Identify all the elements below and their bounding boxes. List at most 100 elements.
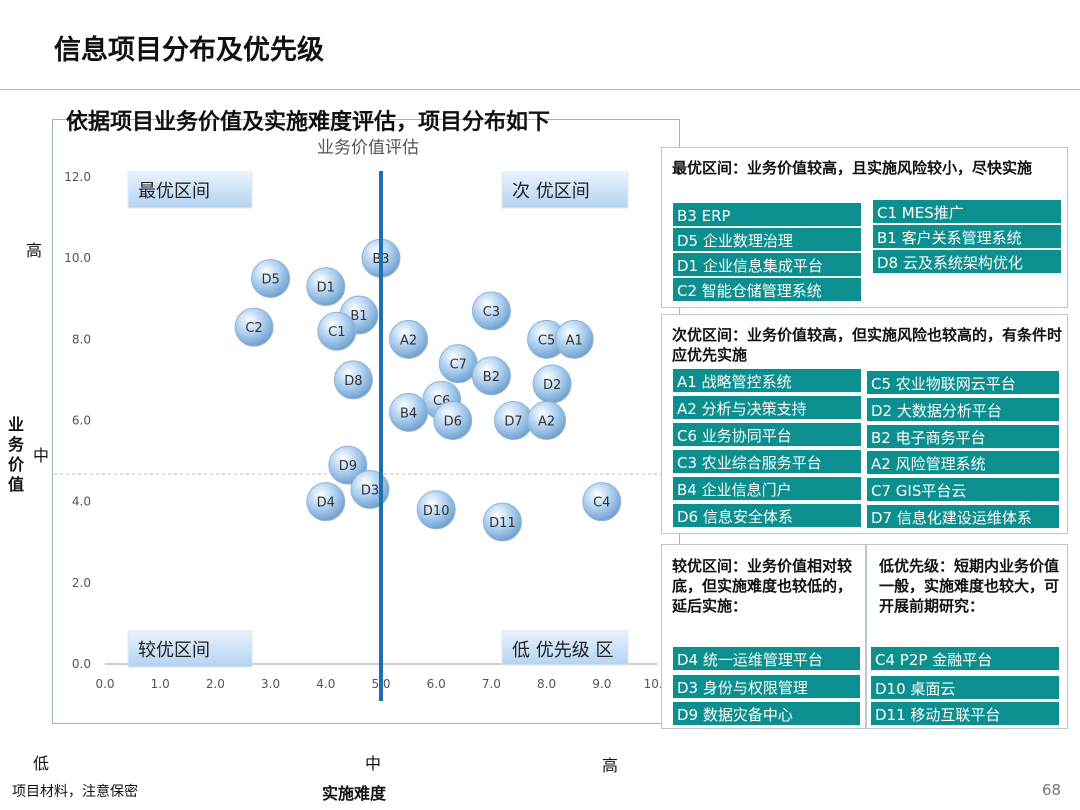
data-point: [482, 502, 522, 542]
y-tick-label: 0.0: [72, 657, 91, 671]
x-high-label: 高: [602, 756, 619, 775]
data-point: [433, 401, 473, 440]
best-item: B3 ERP: [673, 203, 861, 227]
x-mid-label: 中: [365, 754, 382, 773]
x-axis-title: 实施难度: [322, 784, 387, 803]
data-point: [333, 360, 373, 400]
quadrant-box-top-right: [501, 171, 629, 209]
data-point-label: D6: [444, 415, 462, 430]
x-tick-label: 9.0: [592, 677, 611, 691]
panel-best: 最优区间：业务价值较高，且实施风险较小，尽快实施 B3 ERP D5 企业数理治…: [661, 147, 1068, 308]
y-tick-label: 4.0: [72, 495, 91, 509]
y-mid-label: 中: [33, 446, 50, 465]
y-tick-label: 10.0: [64, 251, 91, 265]
best-item: D5 企业数理治理: [673, 228, 861, 252]
y-high-label: 高: [26, 241, 43, 260]
second-item: C5 农业物联网云平台: [867, 371, 1059, 395]
low-item: D10 桌面云: [871, 676, 1059, 700]
second-item: D6 信息安全体系: [673, 504, 861, 528]
best-item: C2 智能仓储管理系统: [673, 278, 861, 302]
data-point-label: D7: [504, 415, 522, 430]
y-axis-title: 业务价值: [8, 415, 25, 494]
y-tick-label: 2.0: [72, 576, 91, 590]
x-tick-label: 6.0: [427, 677, 446, 691]
good-item: D4 统一运维管理平台: [673, 647, 860, 671]
data-point-label: B1: [350, 309, 367, 324]
data-point: [389, 392, 429, 432]
data-point: [306, 482, 346, 522]
data-point-label: B4: [400, 406, 417, 421]
data-point: [234, 307, 274, 347]
page-number: 68: [1042, 781, 1062, 799]
page-title: 信息项目分布及优先级: [54, 35, 324, 66]
data-point-label: D1: [317, 281, 335, 296]
second-item: A2 分析与决策支持: [673, 396, 861, 420]
data-point: [317, 311, 357, 351]
data-point-label: D2: [543, 378, 561, 393]
data-point-label: D8: [344, 374, 362, 389]
best-item: D1 企业信息集成平台: [673, 253, 861, 277]
x-tick-label: 3.0: [261, 677, 280, 691]
data-point-label: D4: [317, 496, 335, 511]
quadrant-label-bottom-left: 较优区间: [138, 640, 210, 661]
x-tick-label: 2.0: [206, 677, 225, 691]
best-item: D8 云及系统架构优化: [873, 250, 1061, 274]
title-divider: [0, 89, 1080, 90]
data-point-label: D5: [261, 272, 279, 287]
confidential-note: 项目材料，注意保密: [12, 784, 138, 800]
data-point: [251, 258, 291, 298]
good-item: D3 身份与权限管理: [673, 675, 860, 699]
x-low-label: 低: [33, 754, 50, 773]
quadrant-box-bottom-right: [501, 630, 629, 666]
good-item: D9 数据灾备中心: [673, 702, 860, 726]
y-tick-label: 6.0: [72, 414, 91, 428]
quadrant-box-top-left: [127, 171, 253, 209]
data-point-label: D10: [423, 504, 450, 519]
data-point-label: C1: [328, 325, 345, 340]
x-tick-label: 1.0: [151, 677, 170, 691]
data-point-label: C4: [593, 496, 610, 511]
second-item: C6 业务协同平台: [673, 423, 861, 447]
chart-title: 业务价值评估: [317, 138, 419, 158]
best-item: B1 客户关系管理系统: [873, 225, 1061, 249]
scatter-chart: 业务价值评估0.01.02.03.04.05.06.07.08.09.010.0…: [54, 138, 670, 701]
data-point: [471, 356, 511, 396]
data-point: [471, 291, 511, 331]
data-point-label: C2: [245, 321, 262, 336]
data-point-label: D11: [489, 516, 516, 531]
second-item: C3 农业综合服务平台: [673, 450, 861, 474]
second-item: C7 GIS平台云: [867, 478, 1059, 502]
second-item: D7 信息化建设运维体系: [867, 505, 1059, 529]
data-point-label: A2: [400, 333, 417, 348]
x-tick-label: 8.0: [537, 677, 556, 691]
x-tick-label: 0.0: [95, 677, 114, 691]
data-point-label: D9: [339, 459, 357, 474]
x-tick-label: 4.0: [316, 677, 335, 691]
data-point-label: C5: [538, 333, 555, 348]
panel-best-heading: 最优区间：业务价值较高，且实施风险较小，尽快实施: [672, 159, 1033, 177]
panel-second-heading: 次优区间：业务价值较高，但实施风险也较高的，有条件时应优先实施: [672, 326, 1063, 364]
quadrant-label-bottom-right: 低 优先级 区: [512, 640, 613, 661]
panel-low-heading: 低优先级：短期内业务价值一般，实施难度也较大，可开展前期研究：: [879, 557, 1060, 615]
data-point-label: B2: [483, 370, 500, 385]
y-tick-label: 12.0: [64, 170, 91, 184]
x-tick-label: 7.0: [482, 677, 501, 691]
low-item: D11 移动互联平台: [871, 702, 1059, 726]
page-subtitle: 依据项目业务价值及实施难度评估，项目分布如下: [66, 110, 551, 135]
second-item: B4 企业信息门户: [673, 477, 861, 501]
data-point: [306, 267, 346, 307]
data-point-label: A1: [566, 333, 583, 348]
quadrant-label-top-right: 次 优区间: [512, 181, 590, 202]
quadrant-box-bottom-left: [127, 630, 253, 668]
second-item: B2 电子商务平台: [867, 425, 1059, 449]
data-point-label: D3: [361, 483, 379, 498]
data-point-label: C7: [450, 358, 467, 373]
panel-good-heading: 较优区间：业务价值相对较底，但实施难度也较低的，延后实施：: [672, 557, 853, 615]
second-item: D2 大数据分析平台: [867, 398, 1059, 422]
panel-second: 次优区间：业务价值较高，但实施风险也较高的，有条件时应优先实施 A1 战略管控系…: [661, 314, 1068, 534]
quadrant-label-top-left: 最优区间: [138, 181, 210, 202]
data-point-label: A2: [538, 415, 555, 430]
second-item: A2 风险管理系统: [867, 451, 1059, 475]
best-item: C1 MES推广: [873, 200, 1061, 224]
panel-low: 低优先级：短期内业务价值一般，实施难度也较大，可开展前期研究： C4 P2P 金…: [866, 544, 1068, 729]
